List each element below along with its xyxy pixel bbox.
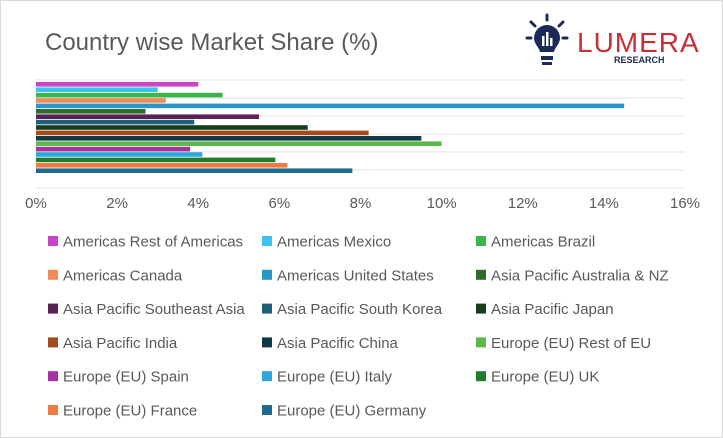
chart-title: Country wise Market Share (%) [45,29,378,56]
x-axis-ticks: 0% 2% 4% 6% 8% 10% 12% 14% 16% [25,195,700,212]
legend: Americas Rest of Americas Americas Mexico… [48,234,669,420]
legend-label: Americas Canada [63,267,183,284]
legend-swatch [476,371,486,382]
legend-swatch [262,405,272,415]
bar [36,103,625,109]
legend-swatch [476,303,486,314]
legend-label: Europe (EU) UK [491,369,599,386]
x-tick-label: 16% [670,195,700,212]
logo-name: LUMERA [577,27,700,58]
legend-label: Asia Pacific South Korea [277,301,443,318]
bar [36,136,422,141]
legend-swatch [476,269,486,280]
legend-swatch [48,371,58,382]
legend-label: Americas Mexico [277,234,391,251]
bar-group [36,82,625,173]
legend-swatch [262,236,272,246]
x-tick-label: 0% [25,195,47,212]
bar [36,87,158,92]
legend-swatch [476,236,486,246]
bar [36,157,276,163]
legend-label: Europe (EU) Germany [277,403,427,420]
legend-label: Europe (EU) France [63,403,197,420]
bar [36,163,288,168]
x-tick-label: 6% [269,195,291,212]
x-tick-label: 2% [106,195,128,212]
bar [36,109,146,114]
legend-label: Asia Pacific China [277,335,399,352]
bar [36,141,442,146]
bar [36,98,166,103]
bar [36,146,191,152]
legend-swatch [48,337,58,348]
x-tick-label: 12% [508,195,538,212]
legend-swatch [262,337,272,348]
bar [36,92,223,98]
legend-label: Europe (EU) Rest of EU [491,335,651,352]
legend-label: Europe (EU) Italy [277,369,393,386]
bar [36,130,369,136]
legend-label: Americas Rest of Americas [63,234,243,251]
legend-label: Europe (EU) Spain [63,369,189,386]
company-logo: LUMERA RESEARCH [525,13,700,65]
bar [36,125,308,130]
bar [36,152,203,157]
lightbulb-icon [525,13,570,65]
legend-swatch [48,303,58,314]
legend-swatch [262,371,272,382]
legend-swatch [48,236,58,246]
legend-label: Asia Pacific Japan [491,301,614,318]
legend-swatch [262,269,272,280]
legend-swatch [262,303,272,314]
x-tick-label: 14% [589,195,619,212]
x-tick-label: 4% [187,195,209,212]
legend-swatch [476,337,486,348]
legend-label: Asia Pacific Australia & NZ [491,267,669,284]
bar [36,114,260,119]
legend-swatch [48,269,58,280]
legend-swatch [48,405,58,415]
bar [36,119,195,125]
legend-label: Asia Pacific Southeast Asia [63,301,245,318]
legend-label: Americas United States [277,267,434,284]
bar [36,168,353,173]
legend-label: Americas Brazil [491,234,595,251]
x-tick-label: 8% [350,195,372,212]
bar [36,82,199,87]
legend-label: Asia Pacific India [63,335,178,352]
logo-subtitle: RESEARCH [614,55,665,65]
x-tick-label: 10% [427,195,457,212]
